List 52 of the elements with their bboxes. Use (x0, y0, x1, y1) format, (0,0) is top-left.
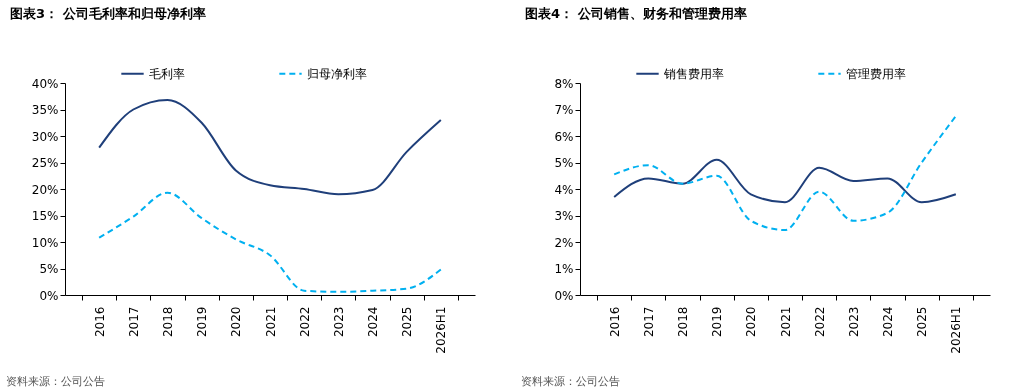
legend-label: 归母净利率 (307, 66, 367, 81)
y-tick-label: 25% (31, 156, 59, 170)
legend-label: 销售费用率 (663, 66, 724, 81)
x-tick-label: 2025 (915, 306, 930, 338)
x-tick-label: 2018 (676, 306, 690, 338)
line-series (98, 191, 442, 293)
x-tick-label: 2026H1 (949, 306, 964, 354)
x-tick-label: 2016 (607, 306, 622, 338)
legend-label: 毛利率 (149, 66, 185, 81)
y-tick-label: 4% (554, 182, 574, 197)
y-tick-label: 20% (31, 182, 59, 197)
line-series (613, 115, 957, 232)
y-tick-label: 6% (554, 129, 574, 144)
chart-title: 图表3： 公司毛利率和归母净利率 (10, 6, 206, 21)
y-tick-label: 0% (39, 288, 59, 303)
x-tick-label: 2019 (195, 306, 210, 338)
x-tick-label: 2017 (126, 306, 141, 338)
x-tick-label: 2022 (812, 306, 827, 338)
y-tick-label: 3% (554, 209, 574, 223)
x-tick-label: 2016 (92, 306, 107, 338)
line-series (613, 158, 957, 204)
y-tick-label: 7% (554, 103, 574, 117)
x-tick-label: 2023 (331, 306, 346, 338)
x-tick-label: 2020 (744, 306, 759, 338)
y-tick-label: 30% (31, 129, 59, 144)
x-tick-label: 2021 (263, 306, 278, 338)
line-series (98, 98, 442, 196)
x-tick-label: 2019 (710, 306, 725, 338)
y-tick-label: 40% (31, 76, 59, 91)
x-tick-label: 2018 (161, 306, 175, 338)
x-tick-label: 2026H1 (434, 306, 449, 354)
x-tick-label: 2025 (400, 306, 415, 338)
text: 资料来源：公司公告 (5, 374, 106, 389)
y-tick-label: 8% (554, 76, 574, 91)
y-tick-label: 1% (554, 262, 574, 276)
y-tick-label: 10% (31, 235, 59, 250)
y-tick-label: 35% (31, 103, 59, 117)
y-tick-label: 0% (554, 288, 574, 303)
legend-label: 管理费用率 (846, 66, 906, 81)
x-tick-label: 2023 (846, 306, 861, 338)
text: 资料来源：公司公告 (520, 374, 621, 389)
chart-title: 图表4： 公司销售、财务和管理费用率 (525, 6, 747, 21)
x-tick-label: 2021 (778, 306, 793, 338)
y-tick-label: 5% (554, 156, 574, 170)
x-tick-label: 2024 (881, 306, 895, 338)
x-tick-label: 2017 (641, 306, 656, 338)
y-tick-label: 15% (31, 209, 59, 223)
x-tick-label: 2024 (366, 306, 380, 338)
y-tick-label: 5% (39, 262, 59, 276)
y-tick-label: 2% (554, 235, 574, 250)
x-tick-label: 2020 (229, 306, 244, 338)
x-tick-label: 2022 (297, 306, 312, 338)
